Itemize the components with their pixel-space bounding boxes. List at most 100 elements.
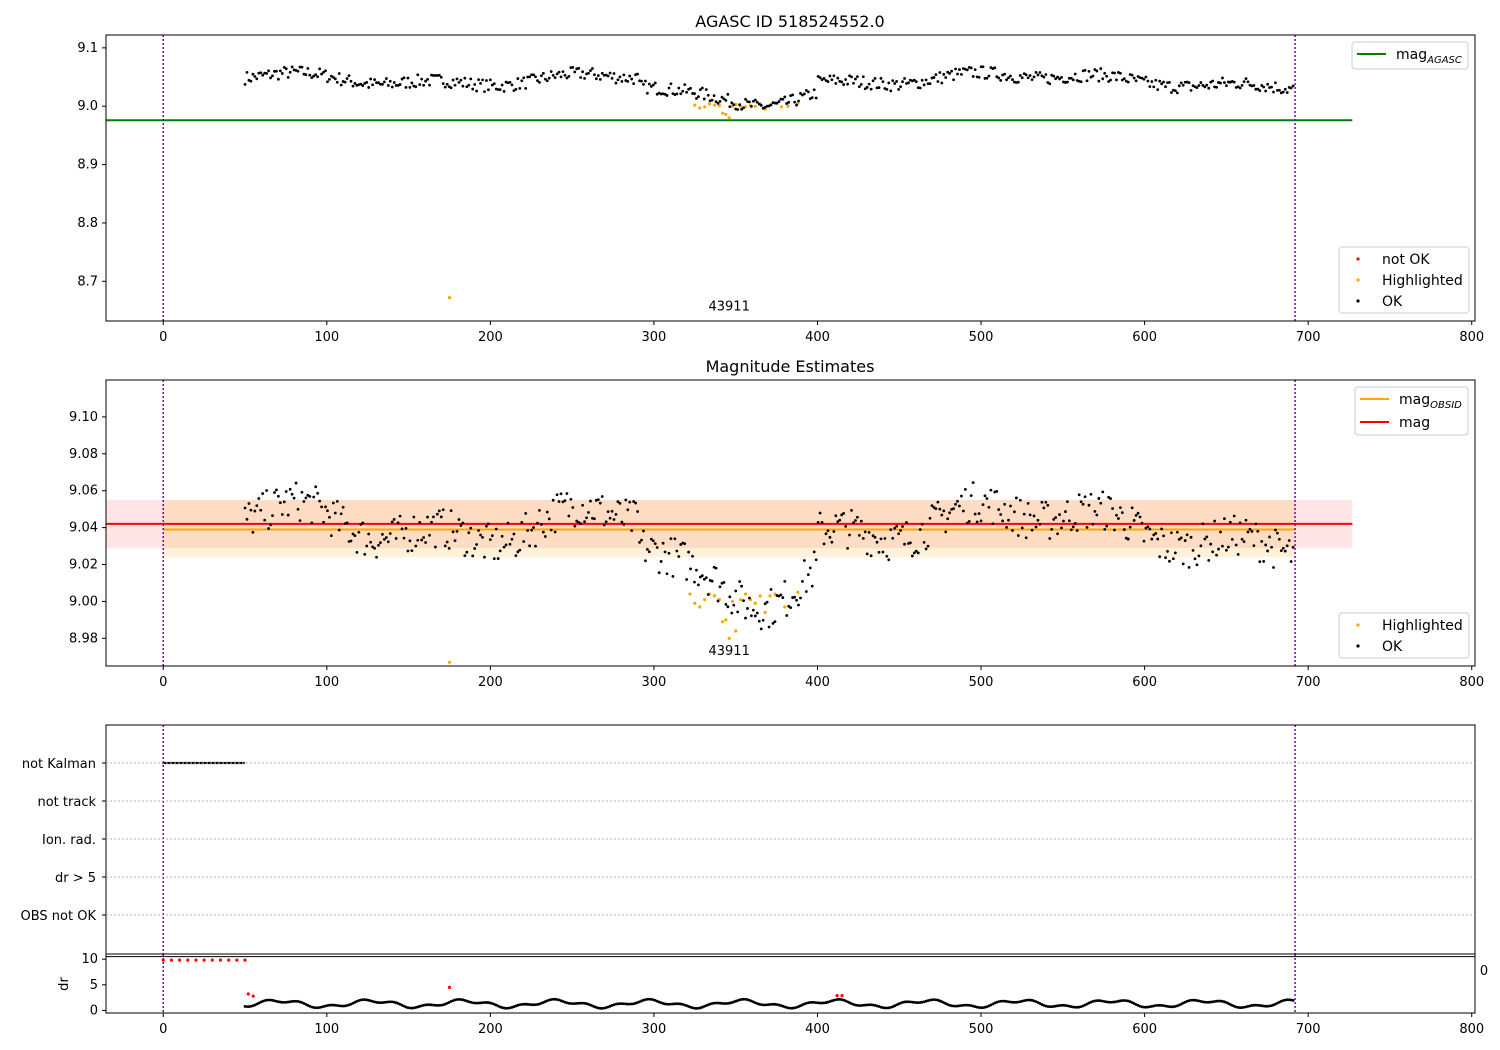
data-point bbox=[247, 502, 251, 505]
data-point bbox=[942, 509, 946, 513]
data-point bbox=[750, 105, 753, 108]
data-point bbox=[624, 498, 628, 502]
data-point bbox=[410, 549, 414, 553]
data-point bbox=[871, 534, 875, 538]
data-point bbox=[276, 77, 280, 81]
data-point bbox=[644, 559, 647, 563]
data-point bbox=[869, 554, 873, 558]
data-point bbox=[384, 77, 388, 80]
data-point bbox=[651, 83, 655, 87]
x-tick-label: 500 bbox=[969, 675, 994, 690]
data-point bbox=[532, 526, 535, 529]
data-point bbox=[447, 660, 452, 664]
data-point bbox=[736, 108, 740, 111]
data-point bbox=[612, 518, 616, 521]
data-point bbox=[1034, 70, 1038, 74]
data-point bbox=[873, 535, 877, 539]
data-point bbox=[1126, 80, 1130, 84]
data-point bbox=[359, 523, 363, 526]
data-point bbox=[675, 92, 679, 96]
y-tick-label: 9.0 bbox=[77, 99, 98, 114]
data-point bbox=[669, 537, 673, 540]
data-point bbox=[292, 496, 296, 500]
data-point bbox=[914, 549, 918, 553]
data-point bbox=[649, 84, 653, 88]
data-point bbox=[534, 544, 537, 548]
data-point bbox=[265, 72, 269, 75]
data-point bbox=[322, 520, 325, 524]
data-point bbox=[793, 595, 796, 599]
data-point bbox=[439, 515, 443, 519]
data-point bbox=[451, 78, 455, 82]
data-point bbox=[787, 604, 791, 608]
data-point bbox=[557, 500, 561, 503]
x-tick-label: 600 bbox=[1132, 1022, 1157, 1037]
data-point bbox=[889, 528, 893, 532]
data-point bbox=[1238, 521, 1242, 525]
data-point bbox=[1285, 998, 1289, 1002]
data-point bbox=[850, 508, 853, 512]
data-point bbox=[557, 70, 561, 74]
data-point bbox=[384, 536, 388, 539]
data-point bbox=[785, 614, 789, 617]
data-point bbox=[579, 522, 583, 526]
data-point bbox=[1044, 73, 1048, 76]
data-point bbox=[465, 85, 469, 89]
data-point bbox=[1003, 72, 1007, 76]
data-point bbox=[806, 90, 810, 94]
data-point bbox=[985, 76, 989, 80]
data-point bbox=[969, 66, 973, 70]
data-point bbox=[426, 515, 429, 519]
data-point bbox=[789, 606, 793, 610]
data-point bbox=[1016, 534, 1020, 537]
data-point bbox=[251, 72, 255, 76]
data-point bbox=[404, 85, 408, 89]
data-point bbox=[960, 494, 963, 498]
data-point bbox=[606, 510, 610, 514]
data-point bbox=[761, 618, 765, 622]
data-point bbox=[1199, 81, 1203, 84]
data-point bbox=[671, 574, 675, 578]
data-point bbox=[1183, 539, 1187, 542]
data-point bbox=[333, 511, 337, 515]
data-point bbox=[897, 88, 901, 91]
legend-top: magOBSID mag bbox=[1354, 386, 1469, 436]
data-point bbox=[730, 611, 734, 615]
data-point bbox=[300, 65, 304, 69]
data-point bbox=[286, 75, 290, 79]
data-point bbox=[979, 519, 983, 523]
data-point bbox=[1276, 531, 1279, 535]
flag-point bbox=[203, 761, 206, 765]
data-point bbox=[596, 498, 600, 502]
data-point bbox=[451, 530, 455, 534]
data-point bbox=[832, 74, 836, 78]
x-tick-label: 300 bbox=[642, 675, 667, 690]
data-point bbox=[1162, 80, 1165, 84]
data-point bbox=[441, 82, 445, 85]
data-point bbox=[392, 81, 396, 84]
data-point bbox=[1170, 91, 1173, 94]
data-point bbox=[981, 503, 985, 507]
data-point bbox=[551, 73, 555, 77]
data-point bbox=[655, 546, 659, 549]
data-point bbox=[1177, 84, 1181, 88]
data-point bbox=[1156, 537, 1160, 541]
data-point bbox=[1215, 553, 1218, 557]
data-point bbox=[1211, 79, 1215, 83]
data-point bbox=[600, 71, 604, 75]
data-point bbox=[545, 510, 549, 514]
data-point bbox=[669, 82, 673, 86]
data-point bbox=[398, 83, 402, 86]
y-tick-label: 9.10 bbox=[69, 410, 98, 425]
data-point bbox=[424, 541, 427, 544]
data-point bbox=[377, 543, 380, 547]
data-point bbox=[310, 521, 314, 525]
data-point bbox=[455, 530, 459, 533]
data-point bbox=[700, 574, 704, 578]
data-point bbox=[194, 958, 198, 962]
data-point bbox=[1083, 68, 1087, 72]
data-point bbox=[855, 515, 859, 519]
data-point bbox=[973, 512, 977, 516]
data-point bbox=[320, 72, 323, 76]
data-point bbox=[592, 73, 596, 77]
